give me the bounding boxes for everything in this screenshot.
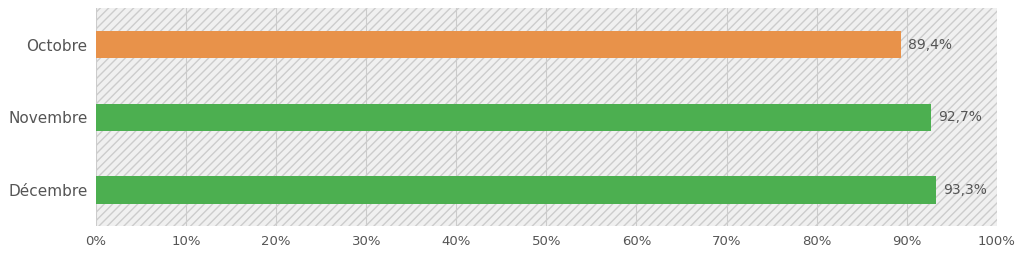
Bar xyxy=(96,31,901,58)
Bar xyxy=(96,176,936,204)
Text: 89,4%: 89,4% xyxy=(908,38,952,52)
Text: 93,3%: 93,3% xyxy=(943,183,987,197)
Text: 92,7%: 92,7% xyxy=(938,110,982,124)
Bar xyxy=(96,103,931,131)
